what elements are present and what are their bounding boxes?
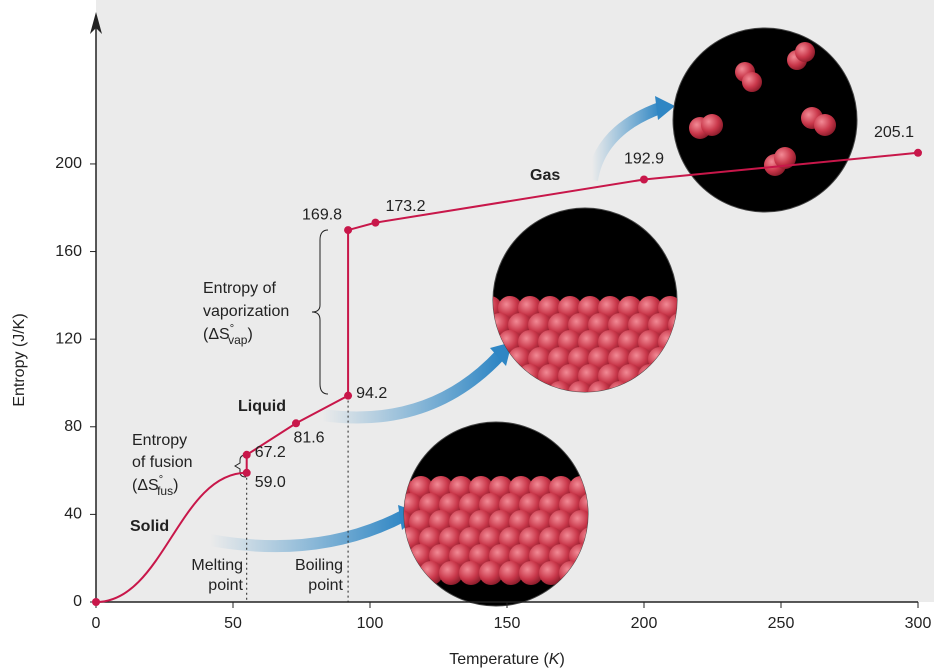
annotation-part: ): [247, 326, 252, 343]
annotation: Entropy: [132, 432, 187, 449]
point: [914, 148, 922, 157]
annotation-part: fus: [157, 484, 173, 498]
data-label: 173.2: [385, 198, 425, 215]
annotation: point: [208, 577, 243, 594]
molecule: [479, 561, 503, 585]
molecule: [519, 561, 543, 585]
data-label: 81.6: [293, 429, 324, 446]
data-label: 59.0: [255, 474, 286, 491]
brace: [234, 454, 247, 478]
annotation-part: ): [173, 477, 178, 494]
annotation-part: vap: [228, 333, 248, 347]
annotation: point: [308, 577, 343, 594]
y-tick-label: 120: [55, 330, 82, 347]
annotation-part: (ΔS: [203, 326, 230, 343]
phase-label: Solid: [130, 518, 169, 535]
y-axis-title: Entropy (J/K): [11, 313, 28, 406]
annotation-part: (ΔS: [132, 477, 159, 494]
illustrations: [208, 27, 858, 607]
point: [242, 450, 251, 459]
point: [292, 419, 301, 428]
x-title-close: ): [559, 651, 564, 668]
phase-label: Gas: [530, 167, 560, 184]
x-tick-label: 150: [494, 615, 521, 632]
point: [371, 218, 380, 227]
x-tick-label: 300: [905, 615, 932, 632]
x-tick-label: 0: [92, 615, 101, 632]
point: [344, 226, 353, 235]
annotation: Boiling: [295, 557, 343, 574]
annotation: (ΔS° fus): [132, 474, 178, 498]
y-axis-arrow: [90, 12, 102, 34]
x-tick-label: 200: [631, 615, 658, 632]
x-title-text: Temperature (: [449, 651, 549, 668]
annotation: (ΔS° vap): [203, 323, 253, 347]
y-tick-label: 40: [64, 506, 82, 523]
molecule: [539, 561, 563, 585]
molecule: [459, 561, 483, 585]
x-tick-label: 50: [224, 615, 242, 632]
y-tick-label: 200: [55, 155, 82, 172]
x-axis-title: Temperature (K): [449, 651, 565, 668]
y-tick-label: 80: [64, 418, 82, 435]
y-tick-label: 0: [73, 593, 82, 610]
data-label: 205.1: [874, 124, 914, 141]
molecule: [499, 561, 523, 585]
annotation: of fusion: [132, 454, 192, 471]
brace: [311, 229, 329, 395]
phase-label: Liquid: [238, 398, 286, 415]
data-label: 67.2: [255, 444, 286, 461]
x-tick-label: 100: [357, 615, 384, 632]
data-label: 169.8: [302, 206, 342, 223]
annotation: vaporization: [203, 303, 289, 320]
point: [92, 598, 100, 606]
point: [640, 175, 648, 184]
data-label: 192.9: [624, 151, 664, 168]
molecule: [588, 381, 612, 392]
annotation: Melting: [191, 557, 243, 574]
molecule: [568, 381, 592, 392]
x-tick-label: 250: [768, 615, 795, 632]
point: [344, 391, 353, 400]
point: [242, 468, 251, 477]
annotation: Entropy of: [203, 280, 276, 297]
y-tick-label: 160: [55, 243, 82, 260]
x-title-var: K: [549, 651, 561, 668]
annotation-part: °: [159, 474, 163, 486]
line: [95, 151, 919, 603]
annotation-part: °: [230, 323, 234, 335]
molecule: [439, 561, 463, 585]
data-label: 94.2: [356, 385, 387, 402]
